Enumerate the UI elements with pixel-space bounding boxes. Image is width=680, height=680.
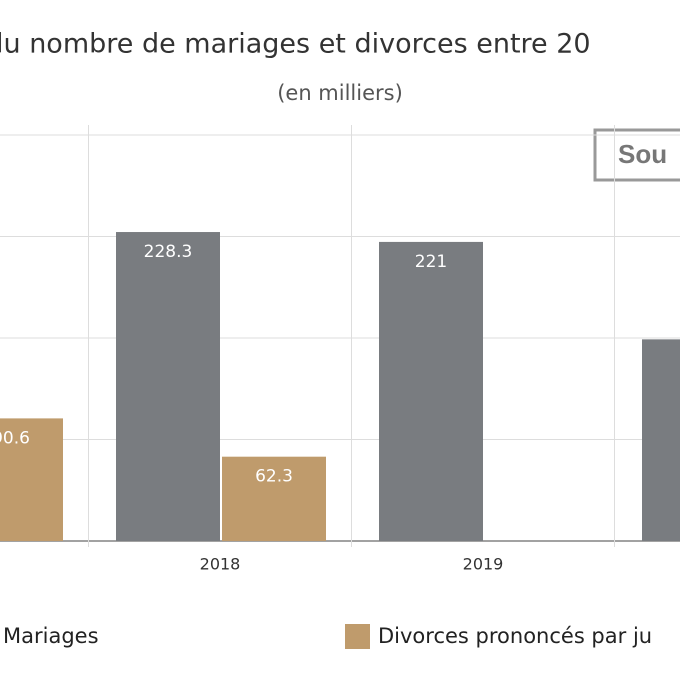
source-button[interactable] (593, 128, 680, 182)
legend-label: Mariages (3, 624, 99, 648)
x-tick-label: 2018 (200, 555, 241, 574)
data-label: 221 (415, 252, 447, 272)
legend-swatch (345, 624, 370, 649)
data-label: 90.6 (0, 428, 30, 448)
data-label: 62.3 (255, 467, 293, 487)
bar (116, 232, 220, 541)
data-label: 228.3 (144, 242, 193, 262)
bar (642, 339, 680, 541)
bar (222, 456, 326, 541)
chart-subtitle: (en milliers) (277, 81, 403, 105)
legend-label: Divorces prononcés par ju (378, 624, 652, 648)
chart-title: lu nombre de mariages et divorces entre … (0, 29, 591, 60)
source-button-label[interactable]: Sou (618, 139, 667, 169)
x-tick-label: 2019 (463, 555, 504, 574)
bar (379, 241, 483, 541)
bar (0, 418, 63, 541)
